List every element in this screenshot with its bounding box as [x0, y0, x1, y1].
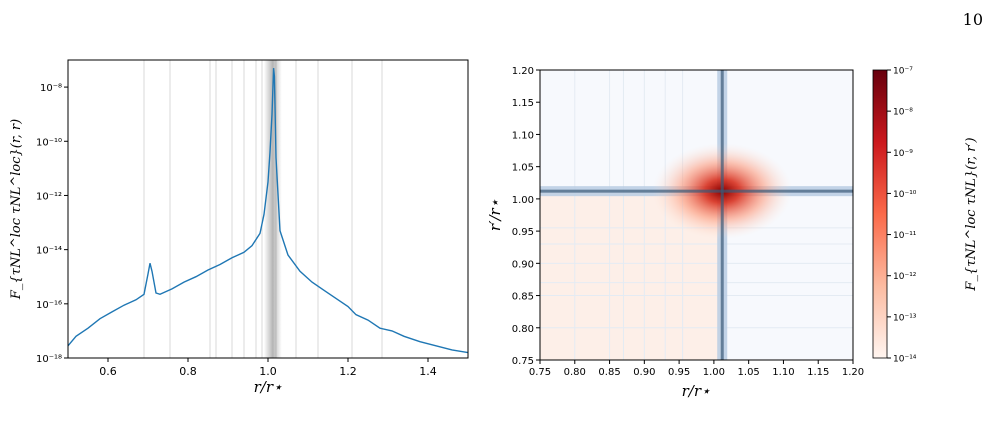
- colorbar-tick-label: 10⁻¹⁴: [893, 355, 917, 365]
- x-tick-label: 1.2: [339, 365, 357, 378]
- x-axis-label: r/r⋆: [682, 382, 711, 400]
- x-tick-label: 1.00: [703, 367, 725, 378]
- y-tick-label: 0.85: [512, 292, 534, 303]
- y-tick-label: 10⁻¹⁴: [36, 246, 62, 257]
- x-tick-label: 0.90: [633, 367, 655, 378]
- colorbar-tick-label: 10⁻⁷: [893, 67, 913, 77]
- y-tick-label: 1.05: [512, 163, 534, 174]
- x-axis: 0.6 0.8 1.0 1.2 1.4: [99, 358, 437, 378]
- line-chart: 0.6 0.8 1.0 1.2 1.4 10⁻¹⁸10⁻¹⁶10⁻¹⁴10⁻¹²10⁻¹…: [9, 59, 469, 396]
- page-number: 10: [962, 10, 983, 29]
- y-tick-label: 0.75: [512, 356, 534, 367]
- y-axis-label: r′/r⋆: [486, 199, 504, 231]
- y-tick-label: 0.90: [512, 259, 534, 270]
- y-tick-label: 1.15: [512, 98, 534, 109]
- colorbar-tick-label: 10⁻¹⁰: [893, 190, 917, 200]
- x-tick-label: 1.15: [807, 367, 829, 378]
- reference-lines: [143, 60, 383, 358]
- x-tick-label: 0.6: [99, 365, 117, 378]
- colorbar-ticks: 10⁻¹⁴ 10⁻¹³ 10⁻¹² 10⁻¹¹ 10⁻¹⁰ 10⁻⁹ 10⁻⁸ 10⁻⁷: [887, 67, 917, 365]
- y-tick-label: 10⁻¹²: [36, 191, 62, 202]
- heatmap-frame: [539, 69, 854, 361]
- y-tick-label: 1.20: [512, 66, 534, 77]
- x-tick-label: 1.0: [259, 365, 277, 378]
- x-tick-label: 0.8: [179, 365, 197, 378]
- heatmap-line-horizontal: [540, 189, 853, 193]
- x-axis-label: r/r⋆: [254, 378, 283, 396]
- heatmap-grid: [540, 70, 853, 360]
- colorbar-tick-label: 10⁻¹¹: [893, 231, 917, 241]
- y-axis: 0.75 0.80 0.85 0.90 0.95 1.00 1.05 1.10 1.15 1.20: [512, 66, 540, 367]
- colorbar-tick-label: 10⁻⁸: [893, 108, 913, 118]
- x-tick-label: 1.05: [738, 367, 760, 378]
- colorbar-label: F_{τNL^loc τNL}(r, r′): [964, 137, 979, 291]
- y-tick-label: 10⁻⁸: [40, 83, 62, 94]
- x-tick-label: 0.80: [564, 367, 586, 378]
- y-tick-label: 0.80: [512, 324, 534, 335]
- x-tick-label: 0.85: [598, 367, 620, 378]
- y-tick-label: 10⁻¹⁰: [36, 137, 62, 148]
- series-line: [68, 68, 468, 354]
- y-tick-label: 1.10: [512, 130, 534, 141]
- colorbar: [872, 69, 888, 359]
- x-tick-label: 0.75: [529, 367, 551, 378]
- x-tick-label: 0.95: [668, 367, 690, 378]
- x-tick-label: 1.4: [419, 365, 437, 378]
- x-tick-label: 1.10: [772, 367, 794, 378]
- colorbar-tick-label: 10⁻¹³: [893, 313, 917, 323]
- heatmap-area: [540, 70, 853, 360]
- y-tick-label: 0.95: [512, 227, 534, 238]
- x-tick-label: 1.20: [842, 367, 864, 378]
- x-axis: 0.75 0.80 0.85 0.90 0.95 1.00 1.05 1.10 1.15 1.20: [529, 360, 864, 378]
- colorbar-tick-label: 10⁻⁹: [893, 149, 913, 159]
- y-tick-label: 10⁻¹⁶: [36, 300, 62, 311]
- y-tick-label: 10⁻¹⁸: [36, 354, 62, 365]
- heatmap-chart: 0.75 0.80 0.85 0.90 0.95 1.00 1.05 1.10 1.15 1.20…: [486, 66, 979, 400]
- colorbar-tick-label: 10⁻¹²: [893, 272, 917, 282]
- heatmap-line-vertical: [720, 70, 724, 360]
- y-tick-label: 1.00: [512, 195, 534, 206]
- y-axis: 10⁻¹⁸ 10⁻¹⁶ 10⁻¹⁴ 10⁻¹² 10⁻¹⁰ 10⁻⁸: [36, 83, 68, 365]
- shaded-band: [263, 60, 282, 358]
- y-axis-label: F_{τNL^loc τNL^loc}(r, r): [9, 119, 24, 300]
